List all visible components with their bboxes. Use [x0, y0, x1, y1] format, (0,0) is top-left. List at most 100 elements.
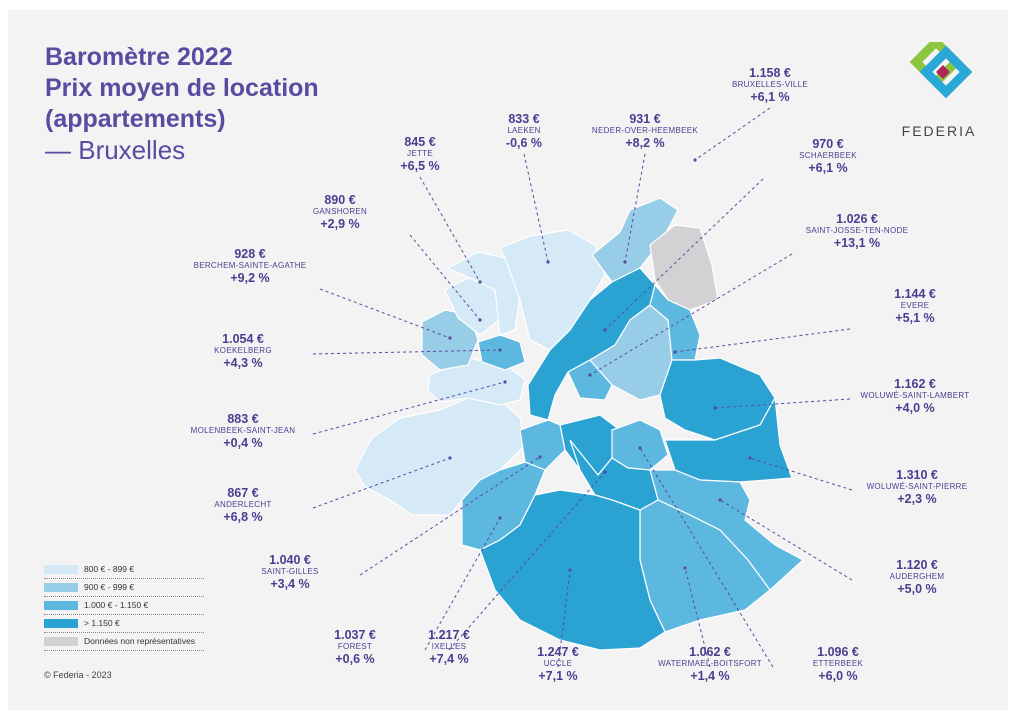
leader-dot-berchem-sainte-agathe	[448, 336, 452, 340]
legend-item: 800 € - 899 €	[44, 562, 204, 579]
legend-label: 1.000 € - 1.150 €	[84, 600, 149, 610]
commune-label-evere: 1.144 € EVERE +5,1 %	[835, 287, 995, 325]
leader-line-woluw-saint-lambert	[714, 398, 851, 409]
commune-price: 1.054 €	[222, 332, 264, 346]
commune-price: 845 €	[404, 135, 436, 149]
leader-line-anderlecht	[312, 457, 451, 509]
legend-label: 900 € - 999 €	[84, 582, 135, 592]
federia-logo-icon	[909, 42, 973, 99]
commune-name: BERCHEM-SAINTE-AGATHE	[193, 261, 307, 271]
commune-label-auderghem: 1.120 € AUDERGHEM +5,0 %	[837, 558, 997, 596]
copyright: © Federia - 2023	[44, 670, 112, 680]
commune-shape-anderlecht	[354, 397, 526, 516]
commune-change: +2,3 %	[897, 491, 937, 506]
commune-price: 833 €	[508, 112, 540, 126]
legend-swatch	[44, 565, 78, 574]
commune-price: 867 €	[227, 486, 259, 500]
commune-change: +0,4 %	[223, 435, 263, 450]
commune-name: LAEKEN	[507, 126, 541, 136]
commune-label-bruxelles-ville: 1.158 € BRUXELLES-VILLE +6,1 %	[690, 66, 850, 104]
leader-line-berchem-sainte-agathe	[319, 288, 451, 339]
title-subtitle: — Bruxelles	[45, 135, 186, 165]
commune-price: 1.162 €	[894, 377, 936, 391]
title-line-1: Baromètre 2022	[45, 43, 233, 71]
leader-line-etterbeek	[639, 447, 774, 668]
leader-dot-saint-josse-ten-node	[588, 373, 592, 377]
title-line-2: Prix moyen de location	[45, 74, 319, 102]
leader-dot-koekelberg	[498, 348, 502, 352]
commune-label-schaerbeek: 970 € SCHAERBEEK +6,1 %	[748, 137, 908, 175]
commune-shape-uccle	[479, 489, 666, 651]
commune-name: AUDERGHEM	[889, 572, 945, 582]
legend-item: Données non représentatives	[44, 634, 204, 651]
title-line-3: (appartements)	[45, 105, 226, 133]
commune-name: SCHAERBEEK	[799, 151, 857, 161]
leader-line-ganshoren	[409, 234, 481, 321]
commune-label-saint-josse-ten-node: 1.026 € SAINT-JOSSE-TEN-NODE +13,1 %	[777, 212, 937, 250]
commune-change: +5,0 %	[897, 581, 937, 596]
commune-change: +9,2 %	[230, 270, 270, 285]
leader-line-jette	[419, 176, 481, 283]
commune-change: +13,1 %	[833, 235, 881, 250]
leader-dot-ganshoren	[478, 318, 482, 322]
commune-shapes	[354, 197, 805, 651]
commune-label-jette: 845 € JETTE +6,5 %	[340, 135, 500, 173]
commune-change: +2,9 %	[320, 216, 360, 231]
legend-item: > 1.150 €	[44, 616, 204, 633]
leader-line-watermael-boitsfort	[684, 567, 711, 668]
commune-price: 1.247 €	[537, 645, 579, 659]
commune-change: +4,3 %	[223, 355, 263, 370]
legend-item: 900 € - 999 €	[44, 580, 204, 597]
commune-change: +6,1 %	[808, 160, 848, 175]
leader-dot-bruxelles-ville	[693, 158, 697, 162]
commune-change: +5,1 %	[895, 310, 935, 325]
commune-name: JETTE	[407, 149, 433, 159]
leader-dot-molenbeek-saint-jean	[503, 380, 507, 384]
leader-dot-woluw-saint-lambert	[713, 406, 717, 410]
leader-line-uccle	[557, 569, 571, 668]
page-title: Baromètre 2022 Prix moyen de location (a…	[45, 42, 319, 166]
commune-label-neder-over-heembeek: 931 € NEDER-OVER-HEEMBEEK +8,2 %	[565, 112, 725, 150]
commune-label-laeken: 833 € LAEKEN -0,6 %	[444, 112, 604, 150]
leader-line-schaerbeek	[604, 178, 764, 331]
commune-price: 1.037 €	[334, 628, 376, 642]
commune-price: 1.158 €	[749, 66, 791, 80]
commune-change: +8,2 %	[625, 135, 665, 150]
commune-label-watermael-boitsfort: 1.062 € WATERMAEL-BOITSFORT +1,4 %	[630, 645, 790, 683]
commune-price: 1.217 €	[428, 628, 470, 642]
commune-price: 1.062 €	[689, 645, 731, 659]
commune-shape-saint-josse	[567, 359, 613, 401]
commune-name: ANDERLECHT	[214, 500, 272, 510]
leader-lines	[312, 107, 853, 668]
commune-price: 970 €	[812, 137, 844, 151]
commune-label-molenbeek-saint-jean: 883 € MOLENBEEK-SAINT-JEAN +0,4 %	[163, 412, 323, 450]
commune-shape-ixelles	[569, 439, 659, 511]
leader-dot-jette	[478, 280, 482, 284]
commune-label-saint-gilles: 1.040 € SAINT-GILLES +3,4 %	[210, 553, 370, 591]
commune-name: IXELLES	[431, 642, 467, 652]
leader-dot-ixelles	[603, 470, 607, 474]
commune-name: WOLUWÉ-SAINT-LAMBERT	[860, 391, 970, 401]
commune-change: +7,1 %	[538, 668, 578, 683]
commune-price: 1.310 €	[896, 468, 938, 482]
commune-label-koekelberg: 1.054 € KOEKELBERG +4,3 %	[163, 332, 323, 370]
commune-name: MOLENBEEK-SAINT-JEAN	[190, 426, 296, 436]
commune-name: FOREST	[337, 642, 373, 652]
commune-label-etterbeek: 1.096 € ETTERBEEK +6,0 %	[758, 645, 918, 683]
commune-change: -0,6 %	[505, 135, 543, 150]
commune-name: BRUXELLES-VILLE	[731, 80, 809, 90]
leader-line-auderghem	[719, 499, 853, 581]
leader-dot-schaerbeek	[603, 328, 607, 332]
commune-price: 931 €	[629, 112, 661, 126]
leader-dot-watermael-boitsfort	[683, 566, 687, 570]
leader-line-forest	[424, 517, 501, 651]
commune-label-forest: 1.037 € FOREST +0,6 %	[275, 628, 435, 666]
commune-label-berchem-sainte-agathe: 928 € BERCHEM-SAINTE-AGATHE +9,2 %	[170, 247, 330, 285]
commune-label-ixelles: 1.217 € IXELLES +7,4 %	[369, 628, 529, 666]
commune-change: +3,4 %	[270, 576, 310, 591]
commune-change: +6,0 %	[818, 668, 858, 683]
legend-label: 800 € - 899 €	[84, 564, 135, 574]
leader-line-evere	[674, 328, 851, 353]
commune-change: +4,0 %	[895, 400, 935, 415]
